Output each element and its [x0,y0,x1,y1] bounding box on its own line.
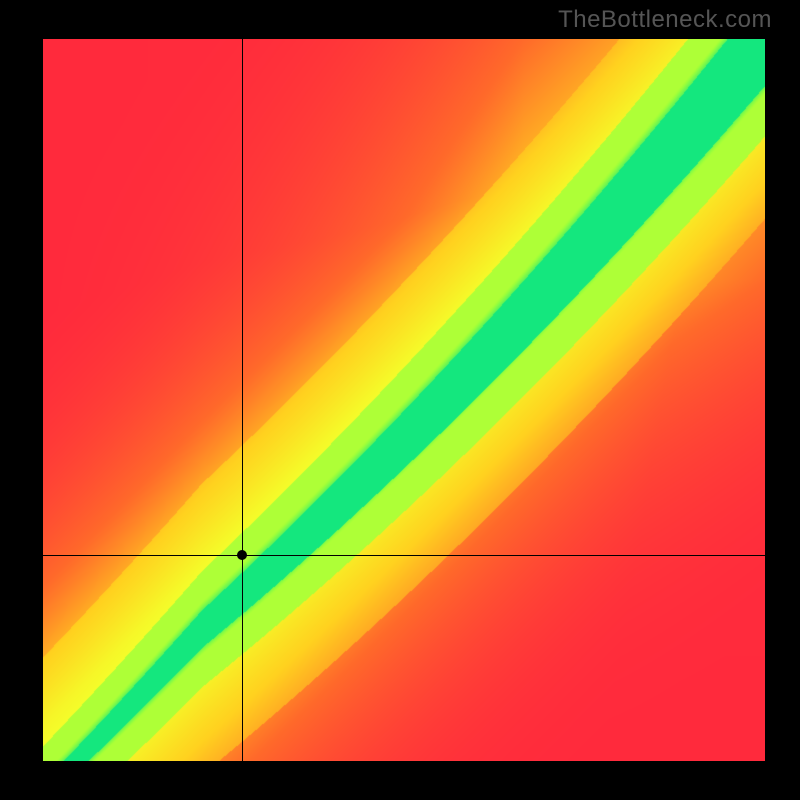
crosshair-dot [237,550,247,560]
crosshair-horizontal [43,555,765,556]
crosshair-vertical [242,39,243,761]
heatmap-canvas [43,39,765,761]
watermark-text: TheBottleneck.com [558,6,772,34]
heatmap-plot [43,39,765,761]
